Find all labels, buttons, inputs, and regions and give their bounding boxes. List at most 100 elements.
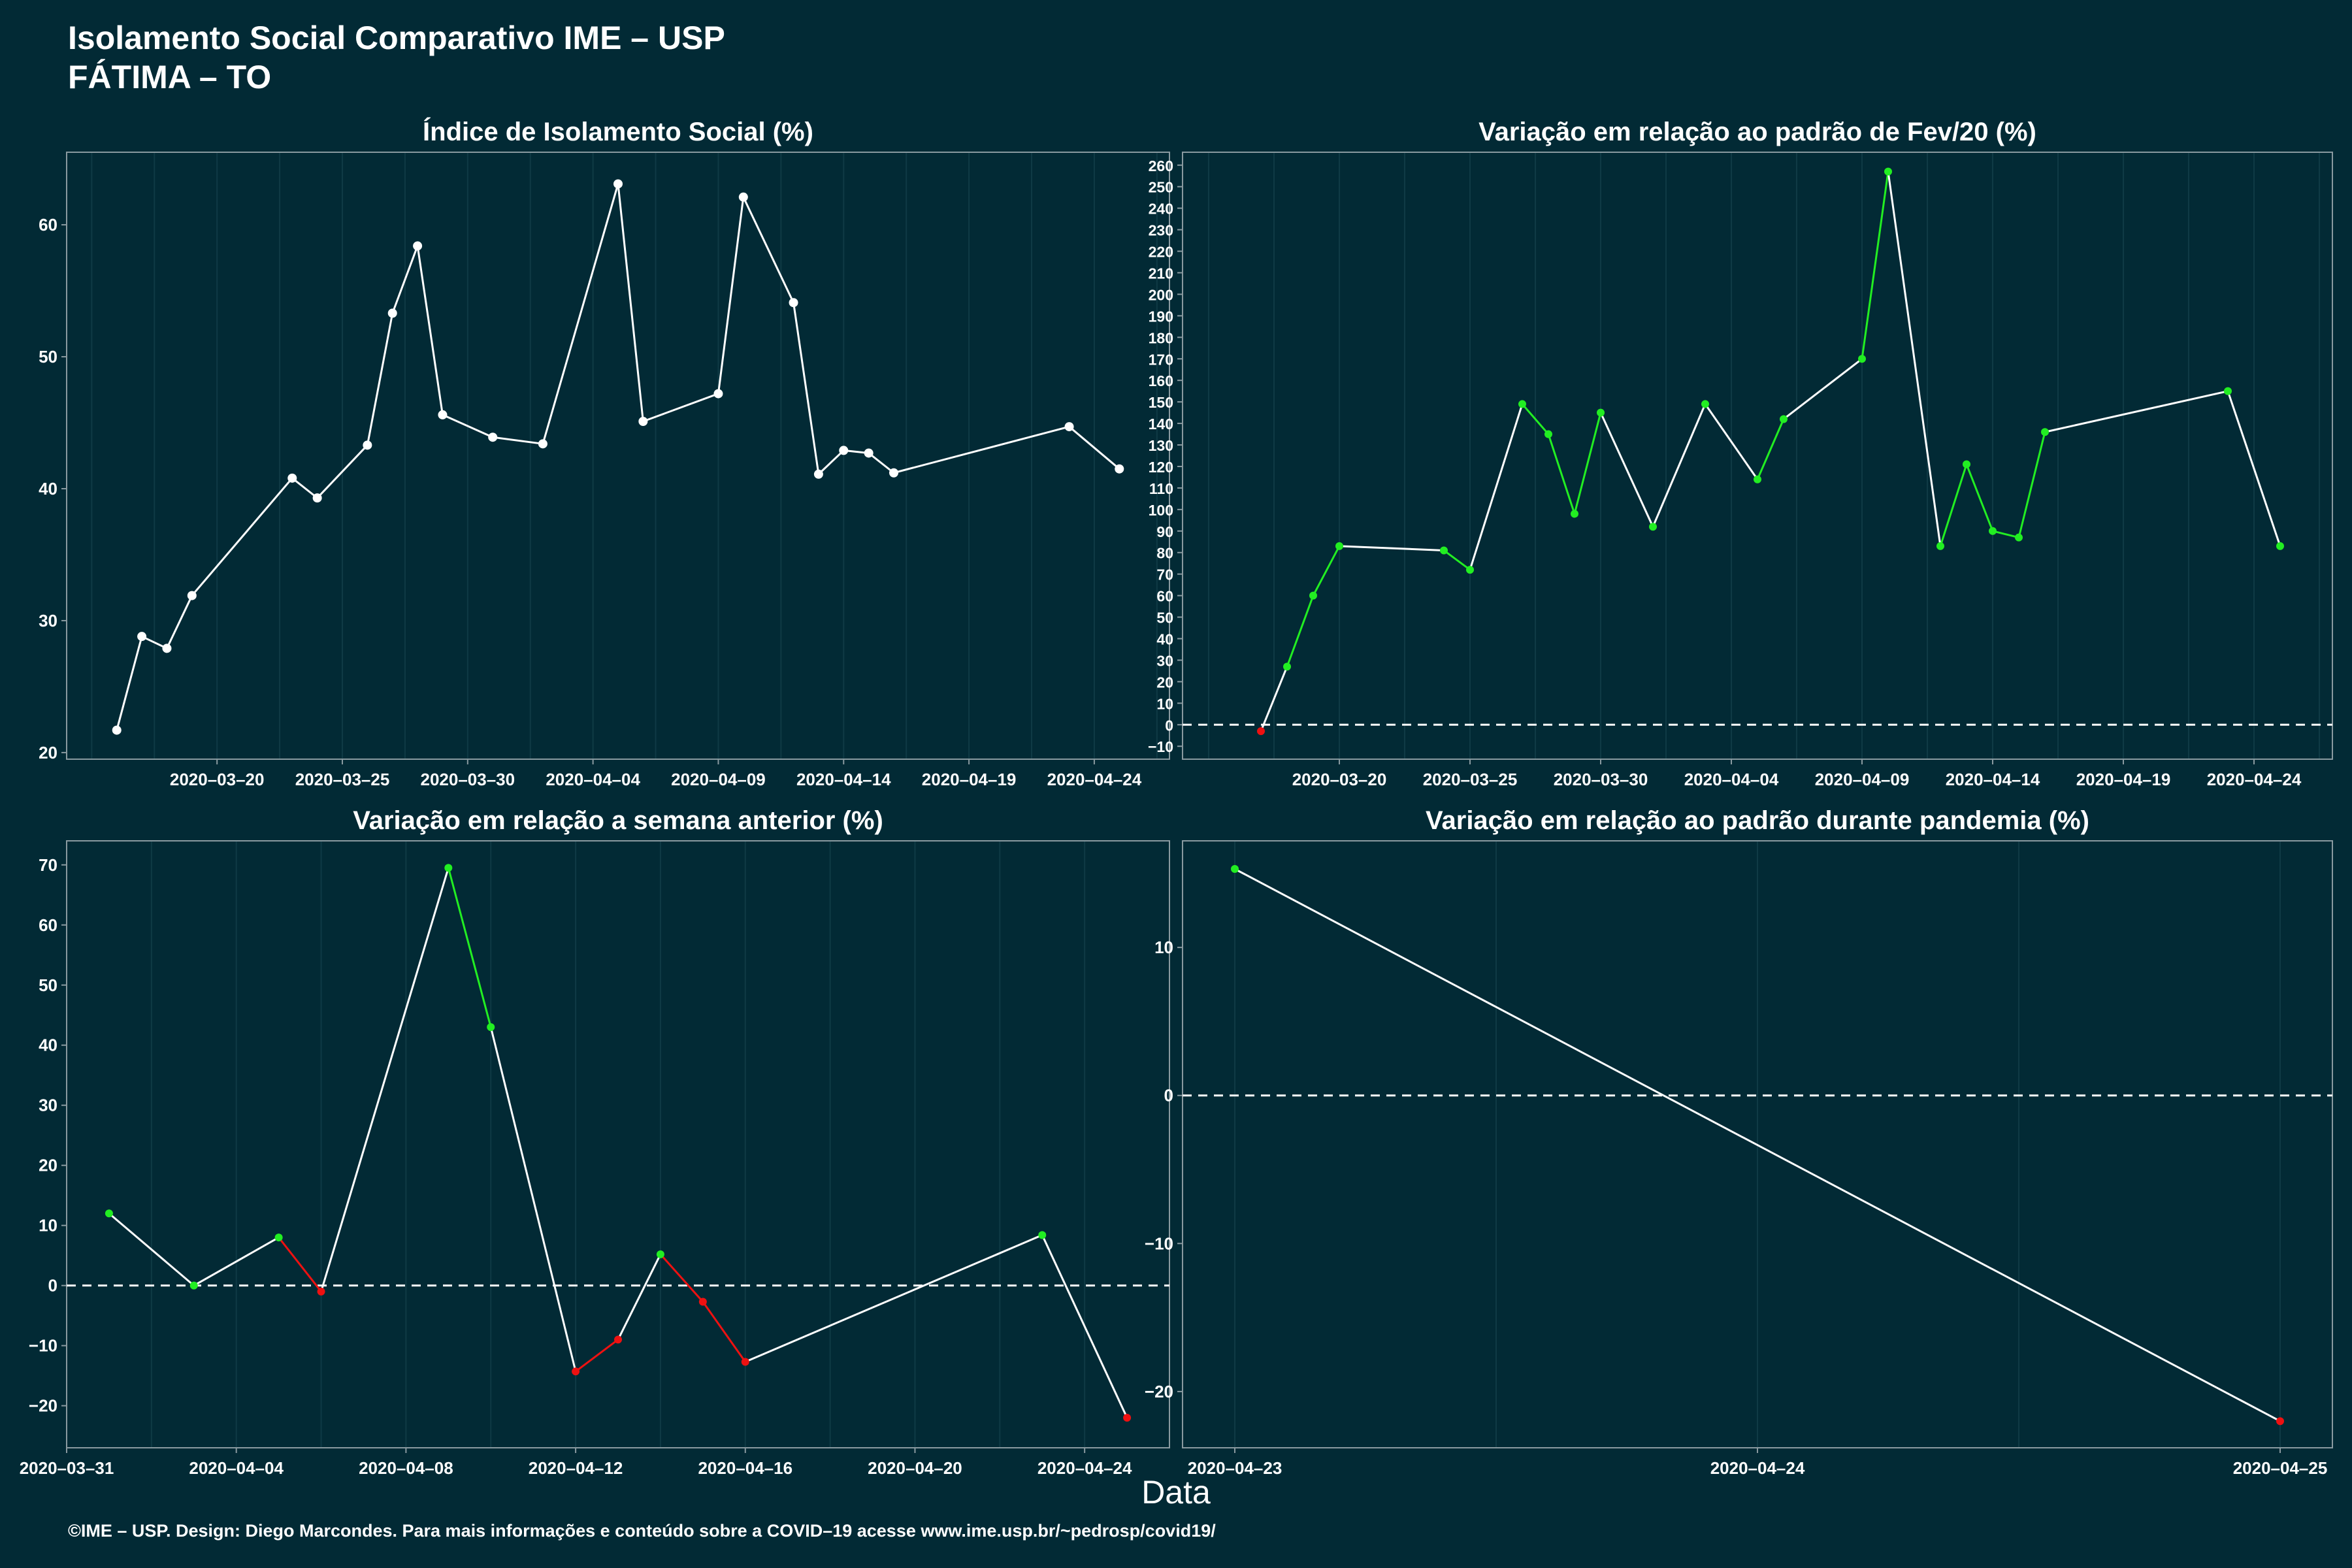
y-tick-label: 0 (48, 1276, 57, 1296)
x-tick-label: 2020–04–09 (1815, 770, 1910, 789)
y-tick-label: 0 (1165, 717, 1173, 734)
x-tick-label: 2020–04–08 (359, 1458, 453, 1478)
data-point (363, 440, 372, 450)
x-tick-label: 2020–04–12 (529, 1458, 623, 1478)
data-point (538, 439, 547, 449)
x-tick-label: 2020–04–24 (1037, 1458, 1132, 1478)
series-segment (1652, 403, 1707, 527)
data-point (2224, 387, 2232, 395)
data-point (614, 1335, 622, 1344)
series-segment (391, 245, 419, 314)
x-tick-label: 2020–04–09 (671, 770, 766, 789)
series-segment (320, 867, 449, 1292)
data-point (1544, 430, 1552, 438)
x-tick-label: 2020–04–19 (2076, 770, 2171, 789)
series-segment (1965, 464, 1994, 532)
y-tick-label: 170 (1149, 351, 1173, 368)
series-segment (792, 302, 820, 474)
series-segment (108, 1213, 195, 1286)
y-tick-label: 20 (39, 743, 57, 762)
data-point (1466, 566, 1474, 574)
y-tick-label: 240 (1149, 201, 1173, 218)
data-point (312, 493, 322, 503)
series-segment (659, 1253, 704, 1303)
data-point (112, 725, 122, 735)
data-point (713, 389, 723, 399)
series-segment (1939, 464, 1968, 547)
y-tick-label: 20 (1156, 674, 1173, 691)
y-tick-label: 80 (1156, 545, 1173, 562)
data-point (274, 1233, 283, 1242)
chart-panel-4: Variação em relação ao padrão durante pa… (1145, 806, 2333, 1478)
series-segment (1286, 595, 1315, 667)
panel-frame (66, 840, 1170, 1448)
data-point (1858, 355, 1866, 363)
data-point (1440, 546, 1448, 555)
panel-title: Índice de Isolamento Social (%) (423, 117, 813, 146)
y-tick-label: 40 (39, 1036, 57, 1055)
data-point (1283, 662, 1291, 671)
series-segment (1573, 412, 1602, 514)
data-point (1754, 475, 1761, 483)
y-tick-label: 40 (39, 479, 57, 498)
series-segment (1339, 545, 1445, 551)
series-segment (116, 636, 143, 730)
series-segment (191, 477, 293, 596)
series-segment (742, 197, 794, 303)
series-segment (617, 184, 644, 422)
data-point (413, 241, 423, 251)
data-point (2041, 428, 2049, 436)
panel-title: Variação em relação ao padrão de Fev/20 … (1478, 118, 2036, 146)
y-tick-label: 180 (1149, 329, 1173, 346)
x-tick-label: 2020–04–04 (546, 770, 640, 789)
y-tick-label: 220 (1149, 244, 1173, 261)
series-segment (1992, 530, 2019, 539)
series-segment (1861, 171, 1889, 359)
y-tick-label: 160 (1149, 372, 1173, 389)
data-point (1884, 167, 1892, 176)
panel-frame (1182, 152, 2333, 760)
y-tick-label: 60 (1156, 588, 1173, 605)
x-tick-label: 2020–04–16 (698, 1458, 792, 1478)
data-point (638, 416, 648, 426)
series-segment (868, 452, 894, 474)
data-point (1335, 542, 1343, 550)
y-tick-label: 30 (39, 1096, 57, 1115)
y-tick-label: 190 (1149, 308, 1173, 325)
y-tick-label: −20 (1145, 1382, 1173, 1401)
y-tick-label: 130 (1149, 437, 1173, 454)
series-segment (193, 1236, 280, 1286)
data-point (105, 1209, 113, 1218)
y-tick-label: −20 (29, 1396, 57, 1416)
series-segment (291, 477, 318, 499)
data-point (2276, 542, 2284, 550)
series-segment (893, 425, 1070, 474)
data-point (1989, 527, 1997, 535)
y-tick-label: −10 (1148, 738, 1173, 755)
data-point (572, 1367, 580, 1376)
x-tick-label: 2020–03–20 (1292, 770, 1387, 789)
data-point (1064, 422, 1074, 432)
series-segment (2227, 391, 2281, 547)
data-point (444, 864, 453, 872)
y-tick-label: 10 (1154, 938, 1173, 957)
series-segment (1547, 434, 1576, 514)
y-tick-label: 30 (1156, 652, 1173, 669)
series-segment (702, 1301, 746, 1363)
y-tick-label: 30 (39, 611, 57, 630)
series-segment (1234, 868, 2281, 1422)
y-tick-label: 140 (1149, 416, 1173, 433)
series-segment (2017, 431, 2046, 538)
data-point (1231, 865, 1239, 874)
chart-panel-1: Índice de Isolamento Social (%) 20 30 40 50 6… (39, 117, 1170, 789)
data-point (1649, 523, 1657, 531)
series-segment (1599, 412, 1654, 527)
data-point (1115, 464, 1124, 474)
y-tick-label: 0 (1164, 1086, 1173, 1105)
series-segment (492, 436, 544, 445)
chart-panel-2: Variação em relação ao padrão de Fev/20 … (1148, 118, 2333, 789)
x-tick-label: 2020–03–25 (295, 770, 390, 789)
data-point (387, 308, 397, 318)
data-point (189, 1281, 198, 1290)
y-tick-label: 50 (39, 347, 57, 367)
